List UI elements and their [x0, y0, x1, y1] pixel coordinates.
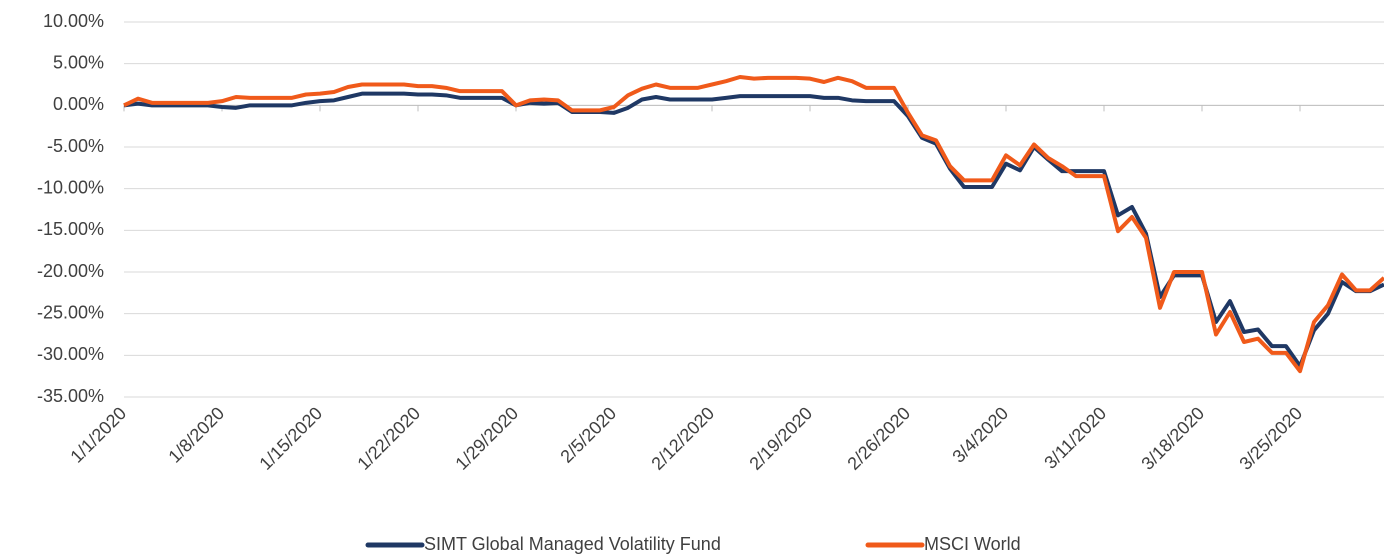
- x-tick-label: 3/18/2020: [1137, 403, 1208, 474]
- y-tick-label: -10.00%: [37, 177, 104, 197]
- x-tick-label: 1/15/2020: [255, 403, 326, 474]
- legend-label: MSCI World: [924, 534, 1021, 554]
- x-tick-label: 2/12/2020: [647, 403, 718, 474]
- x-tick-label: 2/5/2020: [556, 403, 620, 467]
- legend-label: SIMT Global Managed Volatility Fund: [424, 534, 721, 554]
- y-tick-label: -5.00%: [47, 136, 104, 156]
- y-tick-label: -15.00%: [37, 219, 104, 239]
- y-tick-label: -30.00%: [37, 344, 104, 364]
- x-tick-label: 1/22/2020: [353, 403, 424, 474]
- x-tick-label: 1/8/2020: [164, 403, 228, 467]
- y-tick-label: -25.00%: [37, 302, 104, 322]
- y-tick-label: -35.00%: [37, 386, 104, 406]
- x-tick-label: 2/26/2020: [843, 403, 914, 474]
- x-tick-label: 1/1/2020: [66, 403, 130, 467]
- x-tick-label: 3/25/2020: [1235, 403, 1306, 474]
- y-tick-label: 5.00%: [53, 52, 104, 72]
- series-line: [123, 75, 1384, 374]
- x-tick-label: 3/11/2020: [1040, 403, 1110, 473]
- x-tick-label: 1/29/2020: [451, 403, 522, 474]
- y-tick-label: -20.00%: [37, 261, 104, 281]
- y-tick-label: 10.00%: [43, 11, 104, 31]
- y-tick-label: 0.00%: [53, 94, 104, 114]
- x-tick-label: 3/4/2020: [948, 403, 1012, 467]
- x-tick-label: 2/19/2020: [745, 403, 816, 474]
